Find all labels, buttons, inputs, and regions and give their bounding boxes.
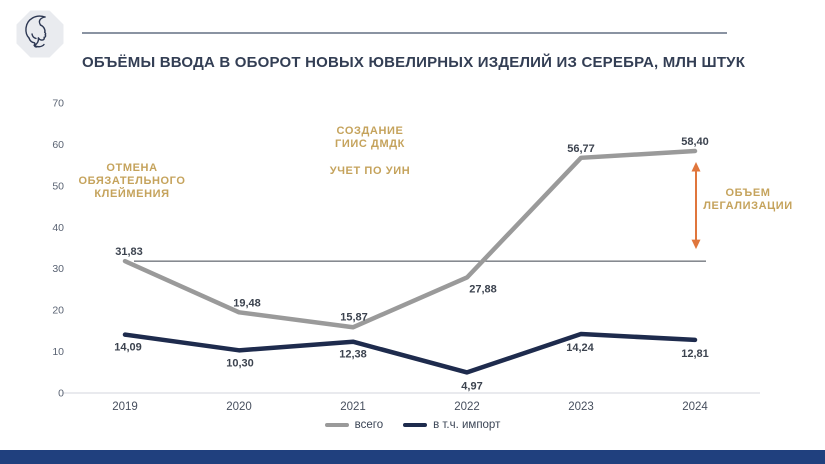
y-axis-label: 40: [52, 222, 64, 234]
woman-profile-icon: [16, 10, 64, 58]
legend-item-total: всего: [324, 419, 384, 431]
annotation-text: ОТМЕНА: [106, 162, 157, 174]
x-axis-label: 2021: [340, 401, 366, 413]
series-line-total: [122, 148, 698, 330]
data-label: 10,30: [226, 357, 254, 369]
annotation-text: УЧЕТ ПО УИН: [330, 165, 411, 177]
y-axis-label: 0: [58, 388, 64, 400]
annotation-text: ГИИС ДМДК: [335, 138, 405, 150]
annotation-text: ОБЯЗАТЕЛЬНОГО: [78, 175, 185, 187]
data-label: 12,81: [681, 348, 709, 360]
legend-label-total: всего: [354, 419, 384, 431]
y-axis-label: 70: [52, 98, 64, 110]
data-label: 19,48: [233, 297, 261, 309]
x-axis-label: 2023: [568, 401, 594, 413]
data-label: 14,09: [114, 342, 142, 354]
data-label: 31,83: [115, 246, 143, 258]
data-label: 4,97: [461, 380, 482, 392]
y-axis-label: 10: [52, 346, 64, 358]
y-axis-label: 50: [52, 180, 64, 192]
y-axis-label: 20: [52, 305, 64, 317]
x-axis-label: 2019: [112, 401, 138, 413]
annotation-text: СОЗДАНИЕ: [337, 125, 404, 137]
arrow-head-down: [691, 239, 701, 250]
data-label: 14,24: [566, 342, 594, 354]
x-axis-label: 2020: [226, 401, 252, 413]
annotation-text: ЛЕГАЛИЗАЦИИ: [703, 200, 793, 212]
data-label: 58,40: [681, 136, 709, 148]
x-axis-label: 2022: [454, 401, 480, 413]
y-axis-label: 30: [52, 263, 64, 275]
total-line-swatch: [324, 423, 349, 427]
x-axis-label: 2024: [682, 401, 708, 413]
arrow-head-up: [691, 162, 701, 172]
y-axis-label: 60: [52, 139, 64, 151]
header-divider: [82, 32, 727, 34]
import-line-swatch: [403, 423, 428, 427]
footer-bar: [0, 450, 825, 464]
data-label: 12,38: [339, 349, 367, 361]
data-label: 27,88: [469, 283, 497, 295]
data-label: 15,87: [340, 311, 368, 323]
assay-chamber-logo: [14, 8, 66, 60]
chart-title: ОБЪЁМЫ ВВОДА В ОБОРОТ НОВЫХ ЮВЕЛИРНЫХ ИЗ…: [82, 54, 746, 71]
annotation-text: КЛЕЙМЕНИЯ: [94, 187, 169, 200]
series-line-import: [122, 331, 698, 375]
legend-label-import: в т.ч. импорт: [433, 419, 501, 431]
data-label: 56,77: [567, 143, 595, 155]
annotation-text: ОБЪЕМ: [725, 187, 770, 199]
legend-item-import: в т.ч. импорт: [403, 419, 500, 431]
chart-legend: всего в т.ч. импорт: [0, 419, 825, 431]
